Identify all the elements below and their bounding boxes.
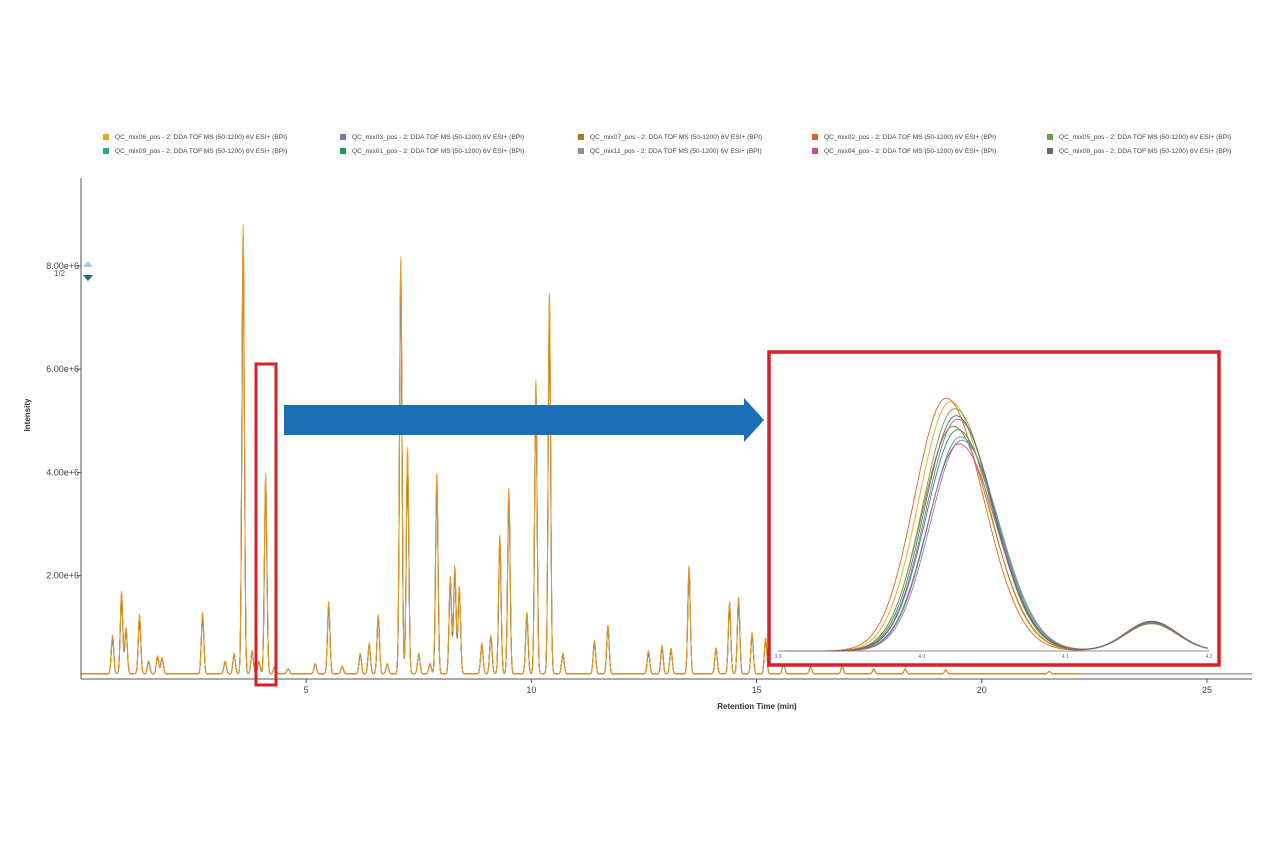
legend-swatch xyxy=(812,148,818,154)
legend-label: QC_mix06_pos - 2: DDA TOF MS (50-1200) 6… xyxy=(115,133,288,141)
legend-swatch xyxy=(1047,148,1053,154)
legend-entry[interactable]: QC_mix05_pos - 2: DDA TOF MS (50-1200) 6… xyxy=(1047,132,1231,142)
legend-entry[interactable]: QC_mix04_pos - 2: DDA TOF MS (50-1200) 6… xyxy=(812,146,996,156)
legend-label: QC_mix03_pos - 2: DDA TOF MS (50-1200) 6… xyxy=(352,133,525,141)
legend-swatch xyxy=(103,134,109,140)
zoom-arrow xyxy=(284,398,764,442)
legend-swatch xyxy=(340,134,346,140)
legend-swatch xyxy=(1047,134,1053,140)
legend-label: QC_mix02_pos - 2: DDA TOF MS (50-1200) 6… xyxy=(824,133,997,141)
chart-legend: 1/2 QC_mix06_pos - 2: DDA TOF MS (50-120… xyxy=(0,128,1280,281)
highlight-box xyxy=(254,362,278,687)
legend-label: QC_mix11_pos - 2: DDA TOF MS (50-1200) 6… xyxy=(590,147,762,155)
y-tick-label: 8.00e+6 xyxy=(46,261,79,271)
legend-entry[interactable]: QC_mix09_pos - 2: DDA TOF MS (50-1200) 6… xyxy=(103,146,287,156)
legend-entry[interactable]: QC_mix06_pos - 2: DDA TOF MS (50-1200) 6… xyxy=(103,132,287,142)
legend-page-indicator: 1/2 xyxy=(54,269,66,278)
inset-x-tick-label: 4.2 xyxy=(1206,654,1213,660)
legend-swatch xyxy=(578,148,584,154)
y-axis-title: Intensity xyxy=(23,398,32,431)
legend-entry[interactable]: QC_mix02_pos - 2: DDA TOF MS (50-1200) 6… xyxy=(812,132,996,142)
legend-entry[interactable]: QC_mix08_pos - 2: DDA TOF MS (50-1200) 6… xyxy=(1047,146,1231,156)
legend-label: QC_mix04_pos - 2: DDA TOF MS (50-1200) 6… xyxy=(824,147,997,155)
chromatogram-traces xyxy=(81,224,1252,675)
legend-swatch xyxy=(578,134,584,140)
x-tick-label: 5 xyxy=(304,685,309,695)
inset-series-trace xyxy=(785,415,1208,652)
legend-entry[interactable]: QC_mix01_pos - 2: DDA TOF MS (50-1200) 6… xyxy=(340,146,524,156)
inset-x-tick-label: 4.0 xyxy=(918,654,925,660)
legend-swatch xyxy=(103,148,109,154)
legend-label: QC_mix09_pos - 2: DDA TOF MS (50-1200) 6… xyxy=(115,147,288,155)
x-tick-label: 25 xyxy=(1202,685,1212,695)
legend-entry[interactable]: QC_mix03_pos - 2: DDA TOF MS (50-1200) 6… xyxy=(340,132,524,142)
zoom-annotation: 3.9 4.0 4.1 4.2 xyxy=(254,350,1221,687)
y-tick-label: 6.00e+6 xyxy=(46,364,79,374)
legend-next-page-icon[interactable] xyxy=(83,275,93,281)
x-tick-label: 10 xyxy=(526,685,536,695)
legend-prev-page-icon[interactable] xyxy=(83,261,93,267)
legend-swatch xyxy=(812,134,818,140)
y-tick-label: 4.00e+6 xyxy=(46,467,79,477)
legend-label: QC_mix01_pos - 2: DDA TOF MS (50-1200) 6… xyxy=(352,147,525,155)
x-axis-title: Retention Time (min) xyxy=(717,702,797,711)
legend-label: QC_mix05_pos - 2: DDA TOF MS (50-1200) 6… xyxy=(1059,133,1232,141)
legend-label: QC_mix07_pos - 2: DDA TOF MS (50-1200) 6… xyxy=(590,133,763,141)
legend-label: QC_mix08_pos - 2: DDA TOF MS (50-1200) 6… xyxy=(1059,147,1232,155)
legend-entry[interactable]: QC_mix07_pos - 2: DDA TOF MS (50-1200) 6… xyxy=(578,132,762,142)
x-tick-label: 20 xyxy=(977,685,987,695)
axis-ticks: 5 10 15 20 25 2.00e+6 4.00e+6 6.00e+6 8.00e+6 xyxy=(46,261,1212,695)
x-tick-label: 15 xyxy=(752,685,762,695)
inset-x-tick-label: 3.9 xyxy=(775,654,782,660)
inset-x-tick-label: 4.1 xyxy=(1062,654,1069,660)
inset-zoom-chart: 3.9 4.0 4.1 4.2 xyxy=(775,397,1213,660)
series-trace xyxy=(81,224,1081,675)
legend-entry[interactable]: QC_mix11_pos - 2: DDA TOF MS (50-1200) 6… xyxy=(578,146,762,156)
y-tick-label: 2.00e+6 xyxy=(46,571,79,581)
legend-swatch xyxy=(340,148,346,154)
